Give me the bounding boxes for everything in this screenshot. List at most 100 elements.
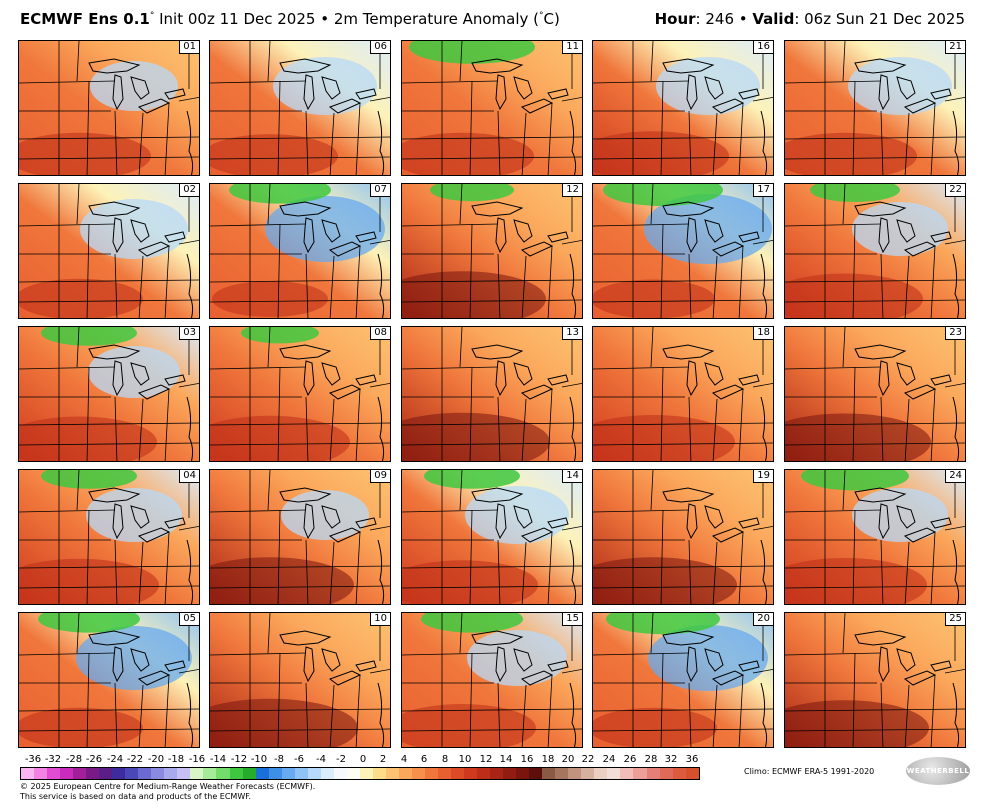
- ensemble-member-20-panel: 20: [592, 612, 774, 748]
- colorbar-swatch: [60, 768, 74, 779]
- colorbar-swatch: [216, 768, 230, 779]
- colorbar-swatch: [203, 768, 217, 779]
- member-number: 16: [753, 41, 773, 54]
- ensemble-member-16-panel: 16: [592, 40, 774, 176]
- anomaly-map-21: [785, 41, 965, 175]
- colorbar-swatch: [47, 768, 61, 779]
- member-number: 06: [370, 41, 390, 54]
- colorbar-tick-label: -10: [250, 754, 268, 765]
- ensemble-member-19-panel: 19: [592, 469, 774, 605]
- colorbar-tick-label: -12: [230, 754, 248, 765]
- colorbar-tick-label: 28: [644, 754, 658, 765]
- ensemble-member-07-panel: 07: [209, 183, 391, 319]
- member-number: 04: [179, 470, 199, 483]
- colorbar-swatch: [477, 768, 491, 779]
- colorbar-tick-label: -2: [336, 754, 346, 765]
- ensemble-member-21-panel: 21: [784, 40, 966, 176]
- anomaly-map-11: [402, 41, 582, 175]
- member-number: 25: [945, 613, 965, 626]
- colorbar-swatch: [424, 768, 438, 779]
- colorbar-swatch: [385, 768, 399, 779]
- anomaly-map-16: [593, 41, 773, 175]
- member-number: 18: [753, 327, 773, 340]
- ensemble-member-06-panel: 06: [209, 40, 391, 176]
- anomaly-map-07: [210, 184, 390, 318]
- colorbar-swatch: [112, 768, 126, 779]
- colorbar-swatch: [529, 768, 543, 779]
- anomaly-map-05: [19, 613, 199, 747]
- colorbar-tick-label: 22: [581, 754, 595, 765]
- colorbar-labels: -36 -32 -28 -26 -24 -22 -20 -18 -16 -14 -12 -10 -8 -6…: [0, 754, 984, 768]
- colorbar-swatch: [542, 768, 556, 779]
- colorbar-swatch: [242, 768, 256, 779]
- ensemble-member-10-panel: 10: [209, 612, 391, 748]
- colorbar-tick-label: 36: [685, 754, 699, 765]
- member-number: 15: [562, 613, 582, 626]
- anomaly-map-24: [785, 470, 965, 604]
- chart-title: ECMWF Ens 0.1° Init 00z 11 Dec 2025 • 2m…: [20, 10, 560, 28]
- colorbar-tick-label: -22: [126, 754, 144, 765]
- colorbar-swatch: [86, 768, 100, 779]
- anomaly-map-12: [402, 184, 582, 318]
- colorbar-tick-label: 6: [420, 754, 428, 765]
- colorbar-swatch: [333, 768, 347, 779]
- colorbar-swatch: [516, 768, 530, 779]
- colorbar-swatch: [307, 768, 321, 779]
- colorbar-tick-label: 10: [458, 754, 472, 765]
- member-number: 05: [179, 613, 199, 626]
- colorbar-tick-label: 24: [602, 754, 616, 765]
- colorbar-swatch: [646, 768, 660, 779]
- colorbar-tick-label: 12: [479, 754, 493, 765]
- member-number: 19: [753, 470, 773, 483]
- colorbar-tick-label: 4: [400, 754, 408, 765]
- ensemble-member-03-panel: 03: [18, 326, 200, 462]
- colorbar-tick-label: 26: [623, 754, 637, 765]
- colorbar-swatch: [398, 768, 412, 779]
- member-number: 24: [945, 470, 965, 483]
- colorbar-swatch: [451, 768, 465, 779]
- member-number: 20: [753, 613, 773, 626]
- ensemble-member-11-panel: 11: [401, 40, 583, 176]
- colorbar-swatch: [281, 768, 295, 779]
- colorbar-tick-label: -6: [294, 754, 304, 765]
- anomaly-map-19: [593, 470, 773, 604]
- colorbar-swatch: [268, 768, 282, 779]
- ensemble-member-02-panel: 02: [18, 183, 200, 319]
- valid-time: Hour: 246 • Valid: 06z Sun 21 Dec 2025: [654, 10, 965, 28]
- anomaly-map-09: [210, 470, 390, 604]
- colorbar-tick-label: -28: [65, 754, 83, 765]
- colorbar-swatch: [594, 768, 608, 779]
- colorbar-tick-label: -32: [44, 754, 62, 765]
- member-number: 01: [179, 41, 199, 54]
- member-number: 03: [179, 327, 199, 340]
- colorbar-tick-label: 0: [359, 754, 367, 765]
- colorbar-tick-label: -20: [147, 754, 165, 765]
- ensemble-member-22-panel: 22: [784, 183, 966, 319]
- anomaly-map-23: [785, 327, 965, 461]
- colorbar-tick-label: -36: [24, 754, 42, 765]
- anomaly-map-25: [785, 613, 965, 747]
- weatherbell-logo: WEATHERBELL: [906, 757, 970, 785]
- colorbar-swatch: [438, 768, 452, 779]
- ensemble-member-14-panel: 14: [401, 469, 583, 605]
- anomaly-map-08: [210, 327, 390, 461]
- colorbar-tick-label: 16: [520, 754, 534, 765]
- anomaly-map-03: [19, 327, 199, 461]
- anomaly-map-17: [593, 184, 773, 318]
- colorbar-tick-label: 20: [561, 754, 575, 765]
- member-number: 09: [370, 470, 390, 483]
- colorbar-tick-label: 18: [541, 754, 555, 765]
- colorbar-swatch: [633, 768, 647, 779]
- member-number: 13: [562, 327, 582, 340]
- anomaly-map-14: [402, 470, 582, 604]
- colorbar-swatch: [672, 768, 686, 779]
- colorbar-swatch: [581, 768, 595, 779]
- colorbar-swatch: [659, 768, 673, 779]
- colorbar-tick-label: -18: [167, 754, 185, 765]
- ensemble-member-25-panel: 25: [784, 612, 966, 748]
- colorbar-tick-label: 2: [379, 754, 387, 765]
- copyright-footer: © 2025 European Centre for Medium-Range …: [20, 782, 316, 801]
- member-number: 12: [562, 184, 582, 197]
- anomaly-map-02: [19, 184, 199, 318]
- ensemble-member-18-panel: 18: [592, 326, 774, 462]
